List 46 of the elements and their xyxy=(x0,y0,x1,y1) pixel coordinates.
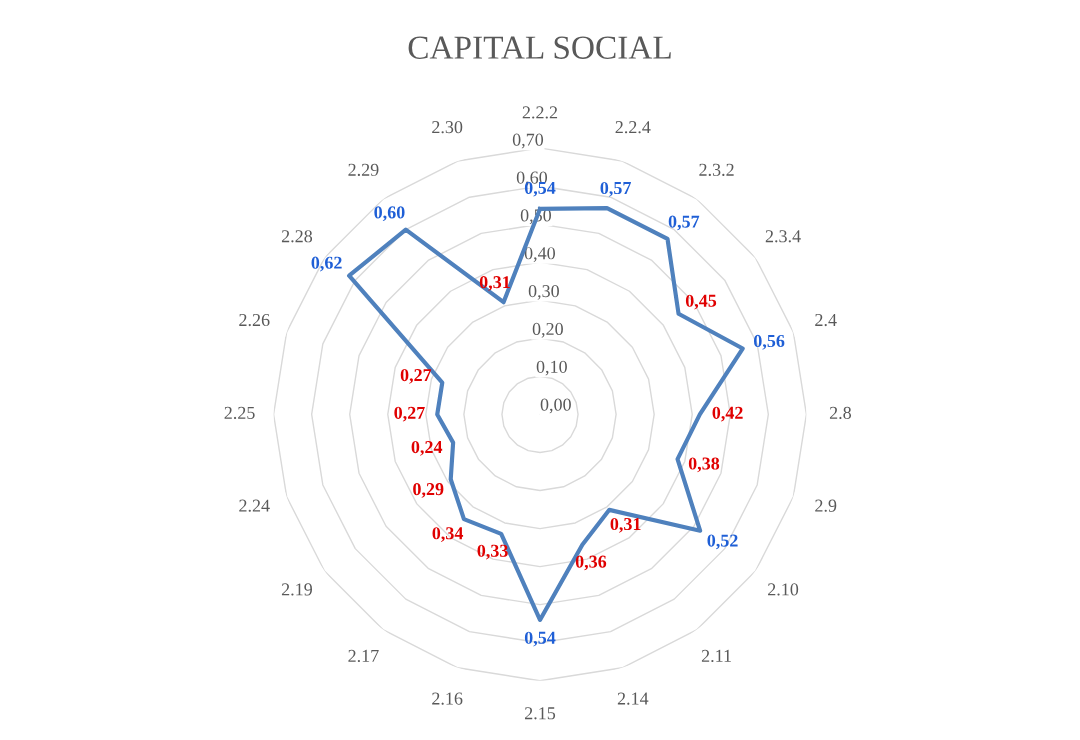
spoke-label: 2.28 xyxy=(281,230,313,243)
data-label: 0,31 xyxy=(479,276,510,291)
data-label: 0,38 xyxy=(688,457,720,473)
data-label: 0,27 xyxy=(400,368,432,384)
spoke-label: 2.2.2 xyxy=(522,106,558,119)
spoke-label: 2.3.4 xyxy=(765,230,801,243)
spoke-label: 2.8 xyxy=(829,406,852,419)
y-tick-label: 0,30 xyxy=(528,285,559,300)
y-tick-label: 0,40 xyxy=(524,247,555,262)
spoke-label: 2.4 xyxy=(815,313,837,327)
spoke-label: 2.16 xyxy=(432,692,463,705)
spoke-label: 2.10 xyxy=(768,583,799,596)
data-label: 0,24 xyxy=(411,440,443,456)
spoke-label: 2.19 xyxy=(281,583,313,596)
data-label: 0,29 xyxy=(413,483,444,498)
data-label: 0,42 xyxy=(712,406,743,422)
spoke-label: 2.3.2 xyxy=(699,163,734,176)
chart-title: CAPITAL SOCIAL xyxy=(408,36,671,59)
data-label: 0,60 xyxy=(374,206,405,222)
data-label: 0,57 xyxy=(600,181,631,197)
data-label: 0,27 xyxy=(394,406,425,422)
data-label: 0,33 xyxy=(477,544,508,560)
spoke-label: 2.11 xyxy=(701,649,731,663)
data-label: 0,54 xyxy=(524,631,556,647)
y-tick-label: 0,00 xyxy=(540,398,571,414)
data-label: 0,52 xyxy=(707,534,738,550)
data-label: 0,45 xyxy=(685,294,717,310)
spoke-label: 2.30 xyxy=(432,121,463,134)
spoke-label: 2.14 xyxy=(617,692,649,705)
y-tick-label: 0,70 xyxy=(512,133,544,149)
spoke-label: 2.25 xyxy=(224,406,255,419)
data-label: 0,57 xyxy=(668,215,700,231)
spoke-label: 2.17 xyxy=(348,649,379,663)
data-label: 0,31 xyxy=(610,517,641,533)
spoke-label: 2.15 xyxy=(524,707,556,720)
spoke-label: 2.29 xyxy=(348,163,379,176)
data-label: 0,34 xyxy=(432,527,464,542)
spoke-label: 2.9 xyxy=(815,499,837,512)
data-label: 0,36 xyxy=(575,555,607,571)
data-label: 0,56 xyxy=(754,334,785,350)
spoke-label: 2.24 xyxy=(239,499,270,512)
spoke-label: 2.26 xyxy=(239,313,270,327)
y-tick-label: 0,20 xyxy=(532,322,563,338)
spoke-label: 2.2.4 xyxy=(615,121,651,134)
y-tick-label: 0,10 xyxy=(536,360,567,376)
data-label: 0,62 xyxy=(311,256,342,272)
